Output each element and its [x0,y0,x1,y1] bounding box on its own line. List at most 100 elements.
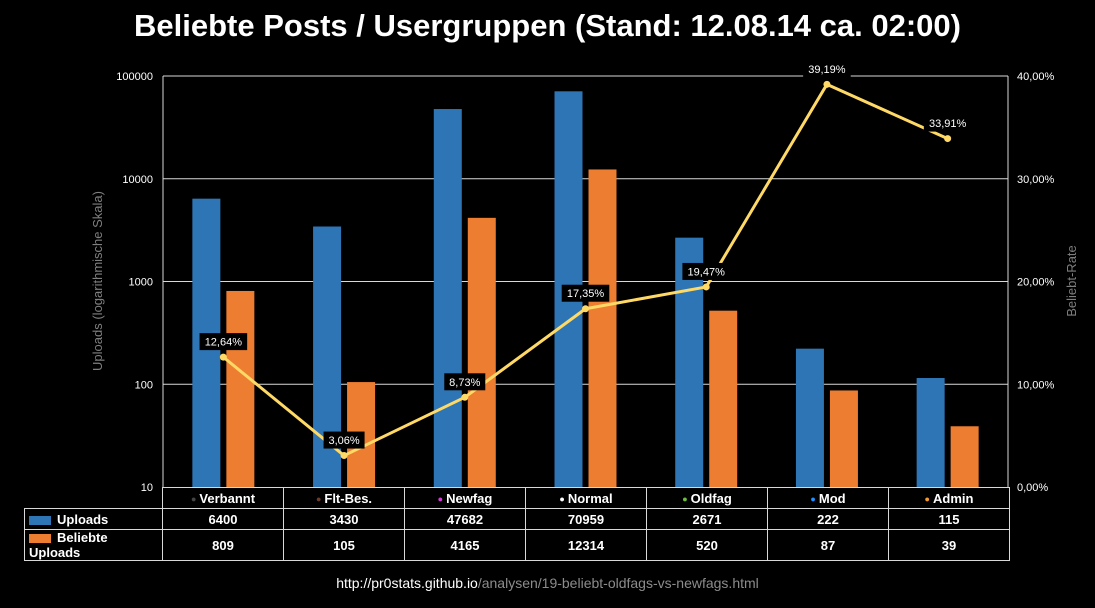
bar-uploads [916,378,945,487]
rate-label-text: 17,35% [567,288,605,300]
rate-label-text: 19,47% [688,266,726,278]
bar-beliebte-uploads [226,290,255,487]
rate-data-label: 39,19% [803,60,851,78]
rate-point [823,80,831,88]
chart-title: Beliebte Posts / Usergruppen (Stand: 12.… [134,8,961,43]
category-dot-icon: ● [810,494,816,505]
table-cell: 3430 [283,508,405,530]
legend-entry: Beliebte Uploads [24,529,163,561]
category-dot-icon: ● [190,494,197,505]
y2-tick-label: 0,00% [1017,482,1048,494]
rate-data-label: 33,91% [923,114,972,132]
y-tick-label: 100 [135,379,153,391]
table-row: Uploads 6400 3430 47682 70959 2671 222 115 [24,508,1010,530]
footer-url-host: http://pr0stats.github.io [336,575,478,591]
rate-point [944,135,952,143]
footer-url-path: /analysen/19-beliebt-oldfags-vs-newfags.… [477,575,759,591]
bar-beliebte-uploads [829,390,858,487]
category-text: Admin [932,490,974,506]
rate-point [461,393,469,401]
table-cell: 12314 [525,529,647,561]
y-tick-label: 1000 [129,277,153,289]
y2-tick-label: 30,00% [1017,174,1055,186]
y-axis-label: Uploads (logarithmische Skala) [90,191,105,371]
category-text: Oldfag [690,490,732,506]
category-label: ● Normal [525,487,647,509]
rate-point [340,452,348,460]
legend-label: Beliebte Uploads [29,530,108,560]
y2-tick-label: 40,00% [1017,71,1055,83]
category-dot-icon: ● [924,494,930,505]
y-tick-label: 10 [141,482,153,494]
rate-point [702,283,710,291]
category-label: ● Verbannt [162,487,284,509]
category-dot-icon: ● [315,494,322,505]
table-cell: 39 [888,529,1010,561]
bar-uploads [795,348,824,487]
category-dot-icon: ● [437,494,444,505]
rate-label-bg [323,431,365,449]
bar-beliebte-uploads [588,169,617,487]
category-label: ● Mod [767,487,889,509]
rate-point [219,353,227,361]
legend-entry: Uploads [24,508,163,530]
y2-tick-label: 10,00% [1017,379,1055,391]
table-cell: 115 [888,508,1010,530]
category-text: Flt-Bes. [324,490,373,506]
legend-label: Uploads [57,511,109,527]
table-cell: 2671 [646,508,768,530]
legend-swatch [29,534,51,544]
rate-data-label: 19,47% [682,262,731,280]
table-cell: 809 [162,529,284,561]
table-cell: 105 [283,529,405,561]
category-dot-icon: ● [559,494,565,505]
y-tick-label: 10000 [122,174,153,186]
rate-label-text: 8,73% [449,377,480,389]
category-label: ● Flt-Bes. [283,487,405,509]
table-cell: 222 [767,508,889,530]
rate-label-text: 3,06% [328,435,359,447]
category-text: Verbannt [199,490,256,506]
rate-label-bg [199,333,248,351]
rate-data-label: 17,35% [561,284,610,302]
legend-swatch [29,515,51,525]
table-cell: 4165 [404,529,526,561]
category-text: Newfag [446,490,493,506]
rate-data-label: 3,06% [323,431,365,449]
rate-label-bg [923,114,972,132]
rate-label-bg [561,284,610,302]
rate-label-text: 33,91% [929,118,967,130]
table-cell: 6400 [162,508,284,530]
table-cell: 87 [767,529,889,561]
table-cell: 520 [646,529,768,561]
category-header-row: ● Verbannt ● Flt-Bes. ● Newfag ● Normal ● Oldfag ●… [25,487,1010,509]
rate-label-text: 12,64% [205,337,243,349]
rate-label-text: 39,19% [808,64,846,76]
bar-beliebte-uploads [950,426,979,487]
category-label: ● Oldfag [646,487,768,509]
rate-label-bg [803,60,851,78]
footer-url: http://pr0stats.github.io/analysen/19-be… [0,575,1095,591]
category-text: Normal [567,490,613,506]
category-dot-icon: ● [682,494,688,505]
y-tick-label: 100000 [116,71,153,83]
category-label: ● Newfag [404,487,526,509]
table-cell: 47682 [404,508,526,530]
bar-beliebte-uploads [709,310,738,487]
table-row: Beliebte Uploads 809 105 4165 12314 520 87 39 [24,529,1010,561]
table-corner [25,488,163,509]
rate-label-bg [682,262,731,280]
y2-axis-label: Beliebt-Rate [1064,245,1079,317]
rate-data-label: 8,73% [444,373,486,391]
category-text: Mod [818,490,846,506]
table-body: Uploads 6400 3430 47682 70959 2671 222 115 Belie… [24,508,1010,561]
bar-beliebte-uploads [467,217,496,487]
category-label: ● Admin [888,487,1010,509]
rate-point [582,305,589,313]
y2-tick-label: 20,00% [1017,277,1055,289]
bar-uploads [433,109,462,488]
data-table: ● Verbannt ● Flt-Bes. ● Newfag ● Normal ● Oldfag ●… [24,487,1010,561]
rate-label-bg [444,373,486,391]
table-cell: 70959 [525,508,647,530]
